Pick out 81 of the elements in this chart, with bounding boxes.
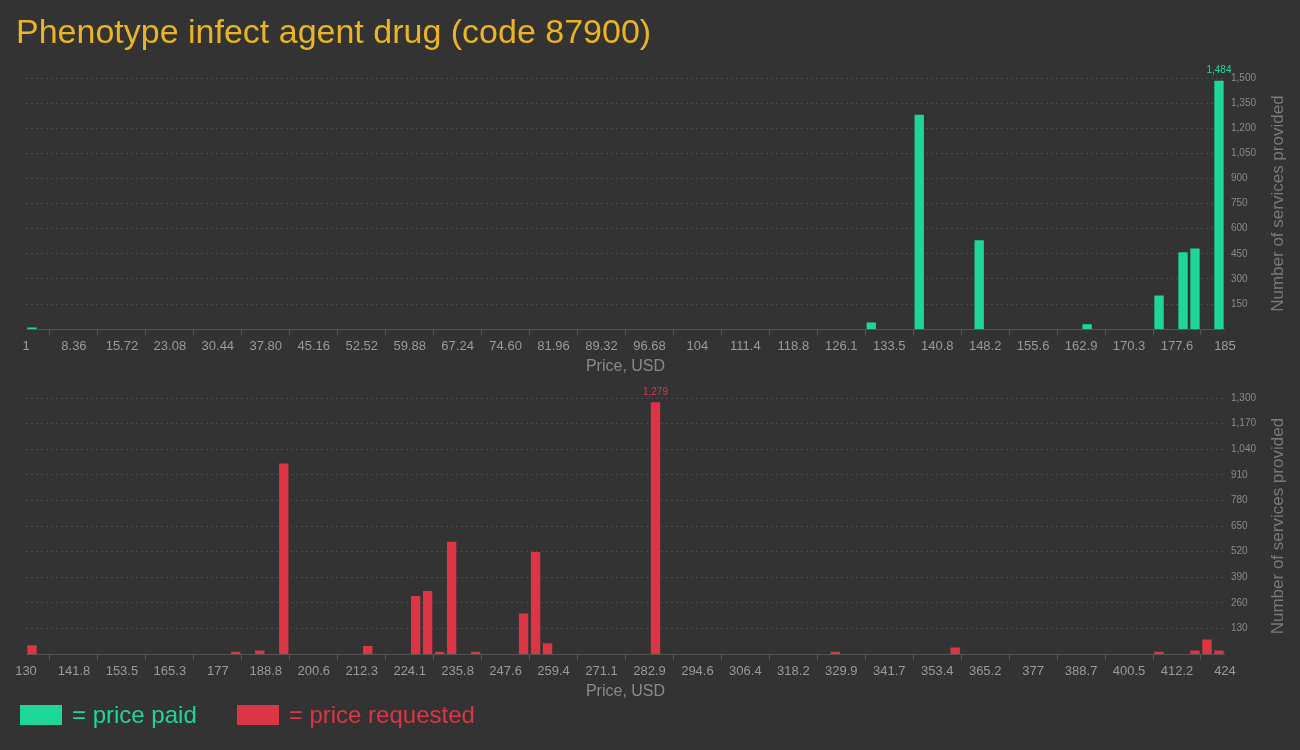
x-tick-label: 52.52 xyxy=(345,337,378,353)
x-tick-label: 247.6 xyxy=(489,662,522,678)
x-tick-label: 59.88 xyxy=(393,337,426,353)
x-tick-label: 318.2 xyxy=(777,662,810,678)
x-tick-label: 8.36 xyxy=(61,337,87,353)
annotation: 1,484 xyxy=(1206,64,1232,76)
y-tick-label: 900 xyxy=(1230,172,1249,184)
x-tick-label: 259.4 xyxy=(537,662,570,678)
x-tick-label: 141.8 xyxy=(57,662,91,678)
x-tick-label: 412.2 xyxy=(1160,662,1194,678)
legend-label: = price requested xyxy=(288,701,475,729)
y-tick-label: 1,200 xyxy=(1230,121,1257,133)
y-tick-label: 390 xyxy=(1230,571,1249,583)
y-tick-label: 910 xyxy=(1230,468,1249,480)
x-tick-label: 111.4 xyxy=(730,337,761,353)
y-tick-label: 300 xyxy=(1230,272,1249,284)
x-tick-label: 177 xyxy=(206,662,229,678)
x-tick-label: 424 xyxy=(1214,662,1236,678)
y-tick-label: 750 xyxy=(1230,197,1249,209)
x-tick-label: 45.16 xyxy=(297,337,331,353)
y-axis-title: Number of services provided xyxy=(1267,95,1287,312)
x-tick-label: 365.2 xyxy=(968,662,1002,678)
x-tick-label: 294.6 xyxy=(681,662,714,678)
x-tick-label: 329.9 xyxy=(825,662,858,678)
x-tick-label: 81.96 xyxy=(537,337,570,353)
y-tick-label: 1,350 xyxy=(1230,96,1257,108)
x-tick-label: 153.5 xyxy=(105,662,139,678)
x-tick-label: 188.8 xyxy=(249,662,283,678)
x-tick-label: 155.6 xyxy=(1016,337,1050,353)
y-tick-label: 1,040 xyxy=(1230,442,1257,454)
x-tick-label: 353.4 xyxy=(920,662,954,678)
x-tick-label: 104 xyxy=(686,337,709,353)
x-tick-label: 23.08 xyxy=(153,337,187,353)
x-tick-label: 67.24 xyxy=(441,337,474,353)
y-axis-title: Number of services provided xyxy=(1267,417,1287,635)
x-tick-label: 126.1 xyxy=(825,337,858,353)
y-tick-label: 600 xyxy=(1230,222,1249,234)
x-tick-label: 133.5 xyxy=(872,337,906,353)
y-tick-label: 450 xyxy=(1230,247,1249,259)
x-tick-label: 212.3 xyxy=(345,662,378,678)
x-tick-label: 224.1 xyxy=(393,662,426,678)
chart-title: Phenotype infect agent drug (code 87900) xyxy=(15,11,653,52)
x-tick-label: 400.5 xyxy=(1112,662,1146,678)
legend-label: = price paid xyxy=(72,701,197,729)
x-tick-label: 74.60 xyxy=(489,337,522,353)
x-axis-title: Price, USD xyxy=(585,356,666,374)
y-tick-label: 650 xyxy=(1230,519,1249,531)
x-tick-label: 140.8 xyxy=(920,337,954,353)
x-tick-label: 130 xyxy=(15,662,37,678)
x-tick-label: 162.9 xyxy=(1064,337,1098,353)
y-tick-label: 520 xyxy=(1230,545,1249,557)
x-tick-label: 306.4 xyxy=(729,662,762,678)
x-tick-label: 37.80 xyxy=(249,337,283,353)
y-tick-label: 1,050 xyxy=(1230,147,1257,159)
x-tick-label: 165.3 xyxy=(153,662,187,678)
y-tick-label: 150 xyxy=(1230,297,1249,309)
y-tick-label: 1,170 xyxy=(1230,417,1257,429)
x-tick-label: 341.7 xyxy=(872,662,906,678)
x-tick-label: 377 xyxy=(1022,662,1044,678)
x-tick-label: 96.68 xyxy=(633,337,666,353)
y-tick-label: 130 xyxy=(1230,622,1249,634)
x-tick-label: 148.2 xyxy=(968,337,1002,353)
x-tick-label: 235.8 xyxy=(441,662,474,678)
x-tick-label: 170.3 xyxy=(1112,337,1146,353)
x-tick-label: 388.7 xyxy=(1064,662,1098,678)
annotation: 1,279 xyxy=(642,385,669,397)
x-tick-label: 177.6 xyxy=(1160,337,1194,353)
x-tick-label: 1 xyxy=(22,337,30,353)
x-tick-label: 89.32 xyxy=(585,337,618,353)
x-tick-label: 282.9 xyxy=(633,662,666,678)
x-tick-label: 271.1 xyxy=(585,662,618,678)
x-axis-title: Price, USD xyxy=(585,681,666,699)
x-tick-label: 30.44 xyxy=(201,337,235,353)
y-tick-label: 1,500 xyxy=(1230,71,1257,83)
x-tick-label: 15.72 xyxy=(105,337,139,353)
x-tick-label: 185 xyxy=(1214,337,1236,353)
y-tick-label: 260 xyxy=(1230,596,1249,608)
x-tick-label: 118.8 xyxy=(777,337,810,353)
y-tick-label: 1,300 xyxy=(1230,391,1257,403)
x-tick-label: 200.6 xyxy=(297,662,331,678)
y-tick-label: 780 xyxy=(1230,494,1249,506)
